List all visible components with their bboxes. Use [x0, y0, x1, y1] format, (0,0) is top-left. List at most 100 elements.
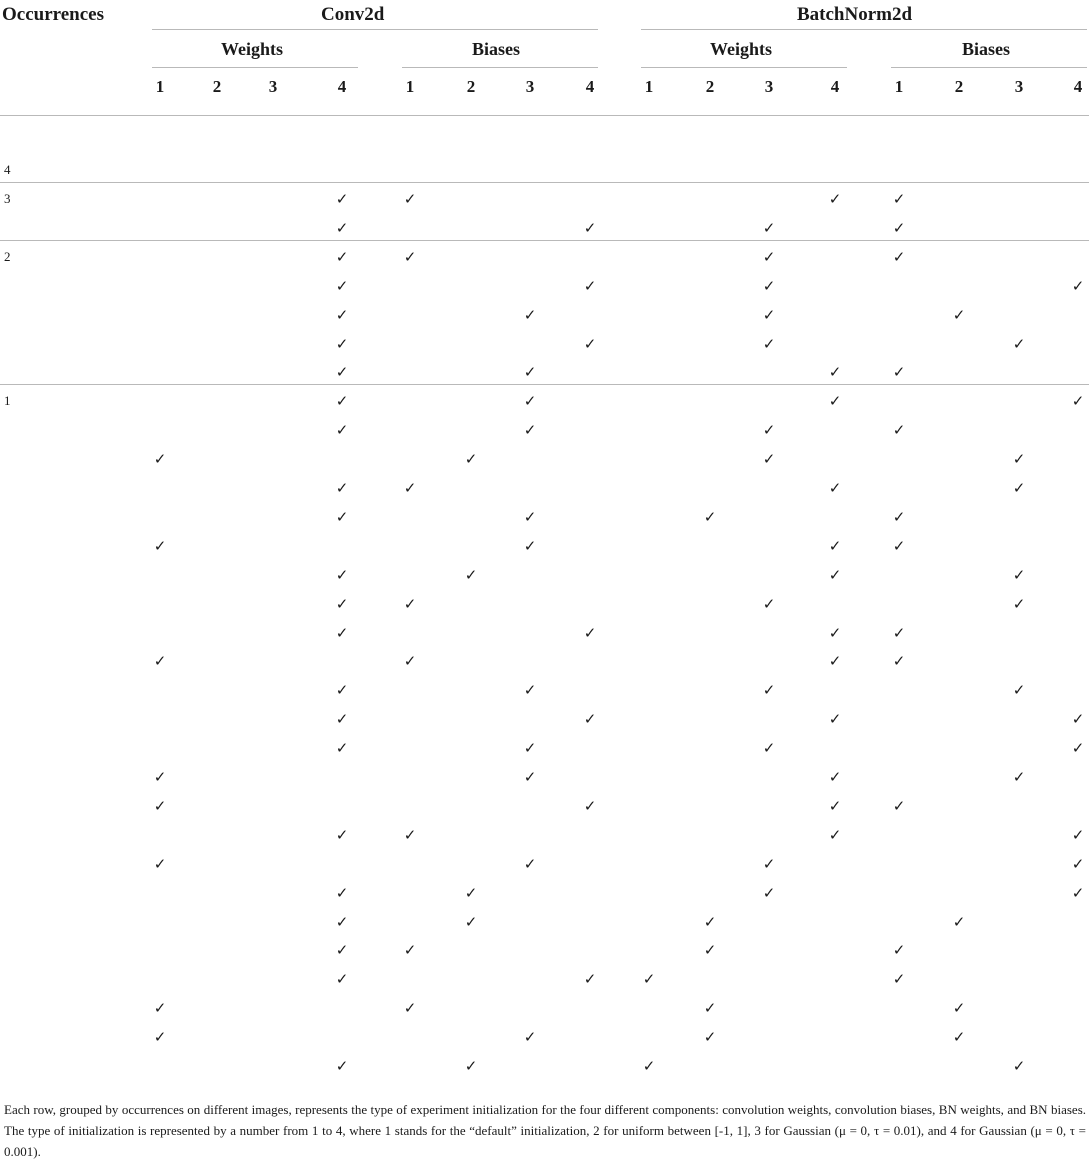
- check-mark: ✓: [828, 392, 842, 411]
- check-mark: ✓: [583, 710, 597, 729]
- check-mark: ✓: [583, 796, 597, 815]
- check-mark: ✓: [335, 363, 349, 382]
- check-mark: ✓: [335, 392, 349, 411]
- check-mark: ✓: [892, 421, 906, 440]
- check-mark: ✓: [523, 681, 537, 700]
- bn-biases-underline: [891, 67, 1087, 68]
- check-mark: ✓: [828, 623, 842, 642]
- occurrence-group-label: 4: [4, 162, 11, 177]
- column-number: 4: [585, 77, 595, 96]
- column-number: 1: [894, 77, 904, 96]
- check-mark: ✓: [583, 334, 597, 353]
- column-number: 4: [830, 77, 840, 96]
- check-mark: ✓: [762, 334, 776, 353]
- check-mark: ✓: [1012, 594, 1026, 613]
- check-mark: ✓: [703, 912, 717, 931]
- check-mark: ✓: [703, 941, 717, 960]
- check-mark: ✓: [403, 594, 417, 613]
- check-mark: ✓: [335, 421, 349, 440]
- batchnorm2d-header: BatchNorm2d: [797, 4, 913, 25]
- check-mark: ✓: [762, 218, 776, 237]
- column-number: 2: [466, 77, 476, 96]
- check-mark: ✓: [583, 970, 597, 989]
- check-mark: ✓: [335, 1057, 349, 1075]
- check-mark: ✓: [1071, 392, 1085, 411]
- check-mark: ✓: [892, 970, 906, 989]
- bn-weights-underline: [641, 67, 847, 68]
- check-mark: ✓: [153, 768, 167, 786]
- check-mark: ✓: [1071, 825, 1085, 844]
- check-mark: ✓: [892, 218, 906, 237]
- header-bottom-rule: [0, 115, 1089, 116]
- check-mark: ✓: [523, 768, 537, 786]
- conv-weights-underline: [152, 67, 358, 68]
- check-mark: ✓: [464, 1057, 478, 1075]
- check-mark: ✓: [153, 999, 167, 1018]
- check-mark: ✓: [153, 450, 167, 469]
- check-mark: ✓: [1012, 334, 1026, 353]
- check-mark: ✓: [523, 392, 537, 411]
- check-mark: ✓: [892, 363, 906, 382]
- check-mark: ✓: [762, 247, 776, 266]
- check-mark: ✓: [335, 218, 349, 237]
- column-number: 1: [155, 77, 165, 96]
- check-mark: ✓: [335, 681, 349, 700]
- check-mark: ✓: [828, 536, 842, 555]
- check-mark: ✓: [523, 739, 537, 758]
- check-mark: ✓: [583, 276, 597, 295]
- check-mark: ✓: [828, 190, 842, 208]
- column-number: 2: [954, 77, 964, 96]
- conv2d-underline: [152, 29, 598, 30]
- check-mark: ✓: [1012, 450, 1026, 469]
- check-mark: ✓: [703, 507, 717, 526]
- check-mark: ✓: [335, 334, 349, 353]
- column-number: 3: [525, 77, 535, 96]
- check-mark: ✓: [892, 190, 906, 208]
- check-mark: ✓: [762, 883, 776, 902]
- check-mark: ✓: [828, 363, 842, 382]
- check-mark: ✓: [523, 507, 537, 526]
- check-mark: ✓: [153, 796, 167, 815]
- check-mark: ✓: [153, 854, 167, 873]
- check-mark: ✓: [828, 565, 842, 584]
- conv-biases-underline: [402, 67, 598, 68]
- check-mark: ✓: [828, 710, 842, 729]
- check-mark: ✓: [583, 218, 597, 237]
- check-mark: ✓: [1071, 710, 1085, 729]
- check-mark: ✓: [335, 739, 349, 758]
- check-mark: ✓: [892, 247, 906, 266]
- check-mark: ✓: [464, 565, 478, 584]
- occurrences-header: Occurrences: [2, 4, 104, 25]
- check-mark: ✓: [1012, 681, 1026, 700]
- check-mark: ✓: [153, 652, 167, 671]
- check-mark: ✓: [703, 1028, 717, 1047]
- column-number: 3: [764, 77, 774, 96]
- check-mark: ✓: [403, 479, 417, 497]
- check-mark: ✓: [523, 1028, 537, 1047]
- column-number: 1: [644, 77, 654, 96]
- occurrence-group-label: 3: [4, 191, 11, 206]
- check-mark: ✓: [335, 941, 349, 960]
- check-mark: ✓: [403, 652, 417, 671]
- conv2d-header: Conv2d: [321, 4, 385, 25]
- check-mark: ✓: [828, 768, 842, 786]
- check-mark: ✓: [403, 999, 417, 1018]
- check-mark: ✓: [828, 652, 842, 671]
- check-mark: ✓: [828, 825, 842, 844]
- group-divider: [0, 384, 1089, 385]
- check-mark: ✓: [952, 305, 966, 324]
- check-mark: ✓: [335, 623, 349, 642]
- column-number: 2: [212, 77, 222, 96]
- bn-biases-header: Biases: [962, 39, 1011, 59]
- check-mark: ✓: [335, 594, 349, 613]
- check-mark: ✓: [762, 305, 776, 324]
- group-divider: [0, 240, 1089, 241]
- check-mark: ✓: [892, 652, 906, 671]
- check-mark: ✓: [762, 854, 776, 873]
- check-mark: ✓: [642, 1057, 656, 1075]
- check-mark: ✓: [403, 825, 417, 844]
- column-number: 4: [1073, 77, 1083, 96]
- check-mark: ✓: [523, 421, 537, 440]
- check-mark: ✓: [153, 536, 167, 555]
- check-mark: ✓: [335, 305, 349, 324]
